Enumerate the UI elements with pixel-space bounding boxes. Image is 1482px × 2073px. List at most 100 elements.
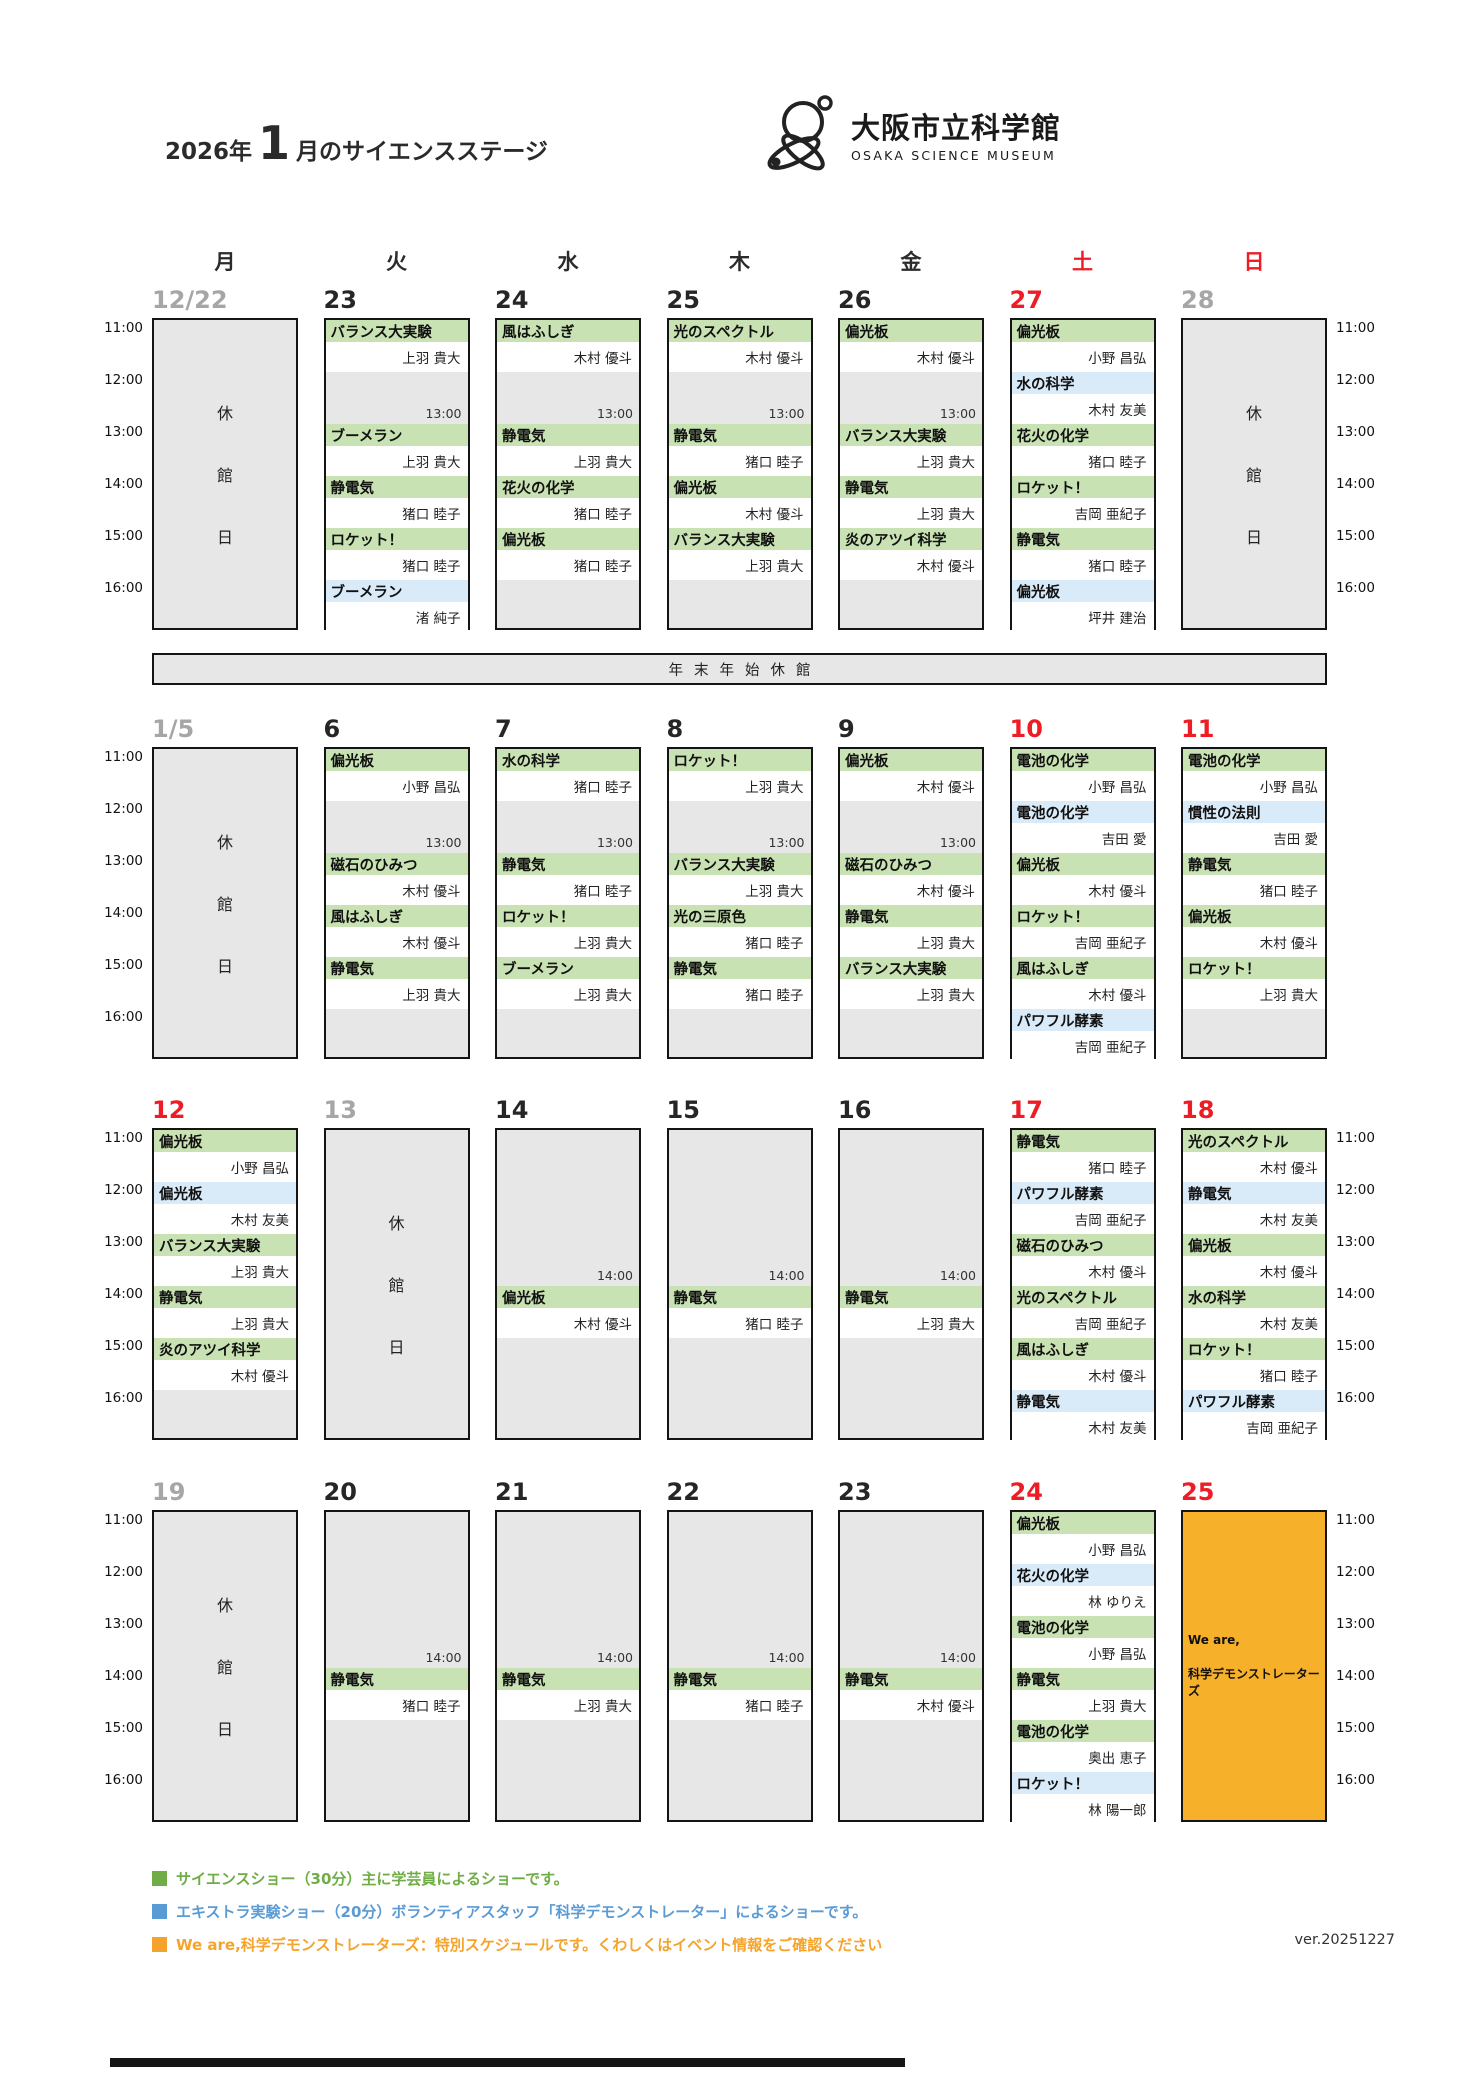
- special-day-box: We are, 科学デモンストレーターズ: [1181, 1510, 1327, 1822]
- event-title: 炎のアツイ科学: [154, 1338, 296, 1360]
- day-box: 静電気 猪口 睦子 パワフル酵素 吉岡 亜紀子 磁石のひみつ 木村 優斗 光のスペクトル 吉岡…: [1009, 1128, 1156, 1442]
- presenter-name: 木村 友美: [1011, 1412, 1154, 1442]
- date-label: 8: [666, 715, 684, 743]
- gap-time-label: 14:00: [939, 1650, 976, 1665]
- closed-day-label: 休: [1245, 404, 1262, 423]
- event-title: 静電気: [497, 1668, 639, 1690]
- presenter-name: 木村 優斗: [1183, 1152, 1325, 1182]
- presenter-name: 猪口 睦子: [325, 498, 468, 528]
- event-title: バランス大実験: [325, 320, 468, 342]
- presenter-name: 猪口 睦子: [1183, 875, 1325, 905]
- date-label: 24: [495, 286, 529, 314]
- presenter-name: 猪口 睦子: [1011, 550, 1154, 580]
- schedule-gap: 13:00: [497, 372, 639, 424]
- legend-item: サイエンスショー（30分）主に学芸員によるショーです。: [152, 1868, 569, 1889]
- day-box: 偏光板 小野 昌弘 花火の化学林 ゆりえ 電池の化学 小野 昌弘 静電気 上羽 貴大 電池の化…: [1009, 1510, 1156, 1824]
- event-title: 花火の化学: [1011, 1564, 1154, 1586]
- presenter-name: 猪口 睦子: [497, 498, 639, 528]
- event-title: 偏光板: [497, 1286, 639, 1308]
- event-title: 水の科学: [1183, 1286, 1325, 1308]
- date-label: 21: [495, 1478, 529, 1506]
- date-label: 23: [838, 1478, 872, 1506]
- closed-day-label: 館: [216, 895, 233, 914]
- day-box: 風はふしぎ 木村 優斗 13:00 静電気 上羽 貴大 花火の化学 猪口 睦子 偏光板 猪口 睦…: [495, 318, 641, 630]
- special-day-line2: 科学デモンストレーターズ: [1188, 1667, 1320, 1698]
- event-title: ロケット！: [325, 528, 468, 550]
- year-end-closure-bar: 年末年始休館: [152, 653, 1327, 685]
- event-title: 偏光板: [1183, 1234, 1325, 1256]
- empty-fill: [325, 1720, 468, 1820]
- schedule-gap: 13:00: [840, 372, 982, 424]
- event-title: 風はふしぎ: [1011, 957, 1154, 979]
- time-label-right: 14:00: [1336, 1668, 1375, 1684]
- presenter-name: 木村 友美: [1183, 1204, 1325, 1234]
- version-label: ver.20251227: [1294, 1932, 1395, 1948]
- event-title: 偏光板: [1011, 1512, 1154, 1534]
- time-label-left: 11:00: [104, 1512, 143, 1528]
- date-label: 23: [323, 286, 357, 314]
- weekday-header-5: 金: [900, 250, 922, 274]
- event-title: 偏光板: [840, 320, 982, 342]
- day-box: バランス大実験 上羽 貴大 13:00 ブーメラン 上羽 貴大 静電気 猪口 睦子 ロケット！…: [323, 318, 470, 632]
- event-title: 磁石のひみつ: [325, 853, 468, 875]
- day-box: 14:00 静電気 木村 優斗: [838, 1510, 984, 1822]
- empty-fill: [497, 580, 639, 628]
- event-title: バランス大実験: [840, 957, 982, 979]
- day-box: 偏光板 木村 優斗 13:00 バランス大実験 上羽 貴大 静電気 上羽 貴大 炎のアツイ科学…: [838, 318, 984, 630]
- schedule-gap: 14:00: [325, 1512, 468, 1668]
- time-label-left: 14:00: [104, 1668, 143, 1684]
- event-title: 光のスペクトル: [1183, 1130, 1325, 1152]
- presenter-name: 上羽 貴大: [1183, 979, 1325, 1009]
- presenter-name: 吉田 愛: [1183, 823, 1325, 853]
- date-label: 13: [323, 1096, 357, 1124]
- presenter-name: 渚 純子: [325, 602, 468, 632]
- day-box: 14:00 静電気 猪口 睦子: [666, 1128, 813, 1440]
- presenter-name: 猪口 睦子: [1011, 446, 1154, 476]
- day-box: 光のスペクトル 木村 優斗 静電気 木村 友美 偏光板 木村 優斗 水の科学 木村 友美 ロケッ…: [1181, 1128, 1327, 1442]
- schedule-gap: 13:00: [668, 801, 811, 853]
- event-title: 静電気: [840, 1286, 982, 1308]
- title-year: 2026年: [165, 139, 253, 165]
- time-label-left: 14:00: [104, 905, 143, 921]
- time-label-left: 11:00: [104, 320, 143, 336]
- date-label: 16: [838, 1096, 872, 1124]
- time-label-left: 14:00: [104, 476, 143, 492]
- presenter-name: 猪口 睦子: [668, 446, 811, 476]
- event-title: 静電気: [325, 476, 468, 498]
- day-box: 光のスペクトル 木村 優斗 13:00 静電気 猪口 睦子 偏光板 木村 優斗 バランス大実験…: [666, 318, 813, 630]
- gap-time-label: 14:00: [596, 1650, 633, 1665]
- day-box: 偏光板 小野 昌弘 13:00 磁石のひみつ 木村 優斗 風はふしぎ 木村 優斗 静電気 上羽 …: [323, 747, 470, 1059]
- event-title: 電池の化学: [1011, 1616, 1154, 1638]
- date-label: 14: [495, 1096, 529, 1124]
- museum-name-en: OSAKA SCIENCE MUSEUM: [851, 147, 1056, 163]
- event-title: 静電気: [1011, 1390, 1154, 1412]
- presenter-name: 木村 優斗: [840, 550, 982, 580]
- day-box: 電池の化学 小野 昌弘 慣性の法則 吉田 愛静電気 猪口 睦子 偏光板 木村 優斗 ロケット！…: [1181, 747, 1327, 1059]
- presenter-name: 上羽 貴大: [668, 875, 811, 905]
- time-label-left: 11:00: [104, 1130, 143, 1146]
- event-title: 偏光板: [1011, 320, 1154, 342]
- gap-time-label: 14:00: [768, 1650, 805, 1665]
- presenter-name: 上羽 貴大: [840, 446, 982, 476]
- time-label-left: 12:00: [104, 1182, 143, 1198]
- presenter-name: 吉田 愛: [1011, 823, 1154, 853]
- time-label-right: 11:00: [1336, 1512, 1375, 1528]
- presenter-name: 木村 優斗: [154, 1360, 296, 1390]
- presenter-name: 木村 友美: [1183, 1308, 1325, 1338]
- presenter-name: 猪口 睦子: [1183, 1360, 1325, 1390]
- time-label-right: 12:00: [1336, 1564, 1375, 1580]
- empty-fill: [840, 1009, 982, 1057]
- schedule-gap: 13:00: [668, 372, 811, 424]
- time-label-right: 12:00: [1336, 1182, 1375, 1198]
- date-label: 19: [152, 1478, 186, 1506]
- presenter-name: 上羽 貴大: [668, 550, 811, 580]
- event-title: 偏光板: [497, 528, 639, 550]
- legend-item: エキストラ実験ショー（20分）ボランティアスタッフ「科学デモンストレーター」によ…: [152, 1901, 867, 1922]
- gap-time-label: 13:00: [768, 406, 805, 421]
- presenter-name: 上羽 貴大: [325, 979, 468, 1009]
- gap-time-label: 14:00: [425, 1650, 462, 1665]
- weekday-header-4: 木: [729, 250, 750, 274]
- gap-time-label: 13:00: [939, 835, 976, 850]
- weekday-header-6: 土: [1072, 250, 1093, 274]
- presenter-name: 上羽 貴大: [668, 771, 811, 801]
